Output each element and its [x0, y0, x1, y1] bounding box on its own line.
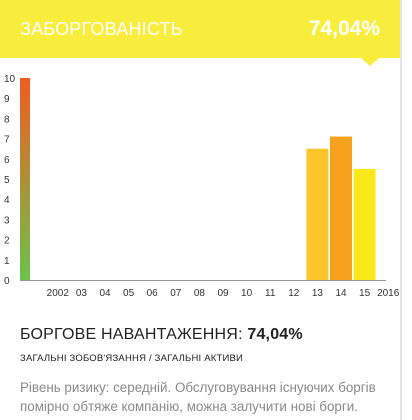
- risk-description: Рівень ризику: середній. Обслуговування …: [20, 380, 376, 414]
- metric-formula: ЗАГАЛЬНІ ЗОБОВ'ЯЗАННЯ / ЗАГАЛЬНІ АКТИВИ: [20, 353, 244, 364]
- y-tick-label: 4: [4, 195, 10, 206]
- x-tick-label: 14: [335, 288, 347, 299]
- risk-gauge-bar: [20, 78, 30, 280]
- x-tick-label: 08: [194, 288, 206, 299]
- y-tick-label: 6: [4, 155, 10, 166]
- y-tick-label: 8: [4, 114, 10, 125]
- metric-title-separator: :: [238, 326, 248, 343]
- x-tick-label: 15: [359, 288, 371, 299]
- bar-15: [353, 168, 376, 280]
- y-tick-label: 1: [4, 256, 10, 267]
- header-bar: ЗАБОРГОВАНІСТЬ 74,04%: [0, 0, 400, 58]
- bars: [306, 136, 376, 280]
- header-title: ЗАБОРГОВАНІСТЬ: [20, 19, 183, 39]
- x-tick-label: 10: [241, 288, 253, 299]
- x-tick-label: 12: [288, 288, 300, 299]
- y-tick-label: 9: [4, 94, 10, 105]
- bar-14: [330, 136, 352, 280]
- metric-value: 74,04%: [247, 326, 303, 343]
- x-tick-label: 13: [312, 288, 324, 299]
- x-tick-label: 04: [99, 288, 111, 299]
- x-tick-label: 06: [147, 288, 159, 299]
- x-tick-label: 11: [265, 288, 276, 299]
- metric-title: БОРГОВЕ НАВАНТАЖЕННЯ: 74,04%: [20, 326, 303, 344]
- x-tick-label: 03: [76, 288, 88, 299]
- x-tick-label: 07: [170, 288, 182, 299]
- header-value: 74,04%: [308, 17, 380, 40]
- x-tick-label: 2002: [47, 288, 70, 299]
- x-tick-label: 09: [217, 288, 229, 299]
- metric-title-label: БОРГОВЕ НАВАНТАЖЕННЯ: [20, 326, 239, 343]
- y-axis: 0 1 2 3 4 5 6 7 8 9 10: [4, 74, 16, 287]
- header-pointer: [361, 58, 379, 66]
- y-tick-label: 2: [4, 236, 10, 247]
- side-border: [400, 0, 402, 420]
- y-tick-label: 0: [4, 276, 10, 287]
- bar-13: [306, 148, 329, 280]
- x-tick-label: 05: [123, 288, 135, 299]
- y-tick-label: 3: [4, 215, 10, 226]
- y-tick-label: 7: [4, 135, 10, 146]
- y-tick-label: 10: [4, 74, 16, 85]
- y-tick-label: 5: [4, 175, 10, 186]
- x-tick-label: 2016: [377, 288, 400, 299]
- x-axis: 2002 03 04 05 06 07 08 09 10 11 12 13 14 15 2016: [47, 288, 400, 299]
